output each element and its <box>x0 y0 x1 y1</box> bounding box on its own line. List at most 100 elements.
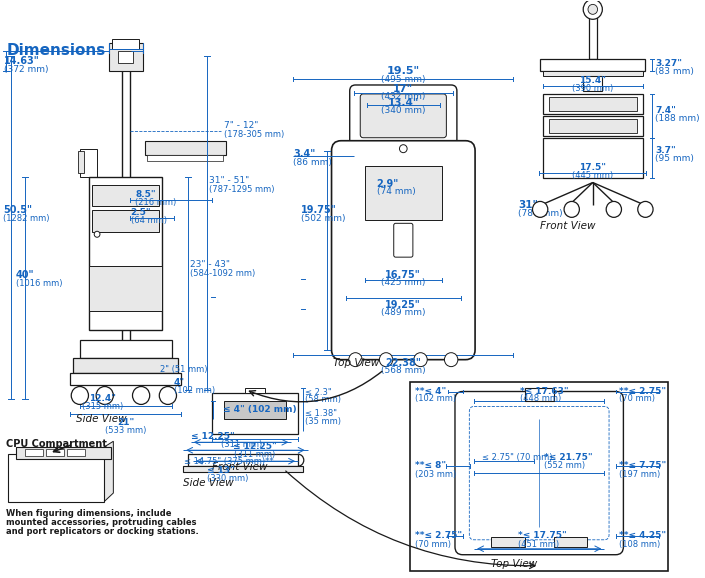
Circle shape <box>583 0 602 19</box>
Circle shape <box>444 353 458 366</box>
Text: 40": 40" <box>16 270 35 280</box>
FancyBboxPatch shape <box>331 140 475 360</box>
Text: Side View: Side View <box>183 478 234 488</box>
Text: Top View: Top View <box>491 559 538 569</box>
Text: (178-305 mm): (178-305 mm) <box>224 130 285 139</box>
Bar <box>398 140 408 161</box>
Bar <box>118 51 133 63</box>
Text: (502 mm): (502 mm) <box>301 214 345 223</box>
Text: 4": 4" <box>173 377 185 387</box>
Text: 50.5": 50.5" <box>4 205 32 216</box>
Bar <box>145 140 226 155</box>
Text: 3.4": 3.4" <box>293 149 316 159</box>
Text: (432 mm): (432 mm) <box>381 92 426 101</box>
Text: **≤ 2.75": **≤ 2.75" <box>618 387 666 395</box>
Bar <box>68 449 85 456</box>
Bar <box>92 210 159 232</box>
Text: (445 mm): (445 mm) <box>572 171 613 180</box>
Text: 13.4": 13.4" <box>388 98 419 108</box>
Bar <box>224 402 286 420</box>
Text: mounted accessories, protruding cables: mounted accessories, protruding cables <box>6 518 197 527</box>
Text: 14.63": 14.63" <box>4 56 40 66</box>
Bar <box>90 176 162 330</box>
Text: (86 mm): (86 mm) <box>293 158 332 166</box>
Text: (584-1092 mm): (584-1092 mm) <box>190 269 255 278</box>
Text: Front View: Front View <box>212 462 267 472</box>
Text: **≤ 4": **≤ 4" <box>415 387 446 395</box>
Text: (495 mm): (495 mm) <box>381 75 426 84</box>
Text: 16.75": 16.75" <box>386 270 421 280</box>
Circle shape <box>379 353 393 366</box>
Text: (58 mm): (58 mm) <box>305 395 341 405</box>
Bar <box>122 56 130 360</box>
Text: (787-1295 mm): (787-1295 mm) <box>209 184 274 194</box>
Text: ≤ 4" (102 mm): ≤ 4" (102 mm) <box>223 405 297 414</box>
Circle shape <box>588 5 598 14</box>
Circle shape <box>532 201 548 217</box>
Text: (315 mm): (315 mm) <box>82 402 123 412</box>
Bar <box>540 59 645 71</box>
Text: ≤ 1.38": ≤ 1.38" <box>305 409 337 418</box>
Circle shape <box>349 353 362 366</box>
Text: (74 mm): (74 mm) <box>376 187 415 197</box>
Text: (787 mm): (787 mm) <box>518 209 563 218</box>
Text: 7" - 12": 7" - 12" <box>224 121 259 130</box>
Bar <box>245 387 264 394</box>
Text: (64 mm): (64 mm) <box>130 216 166 225</box>
Text: (203 mm): (203 mm) <box>415 470 456 479</box>
Bar <box>543 71 642 76</box>
Text: 15.4": 15.4" <box>580 76 606 85</box>
Text: 8.5": 8.5" <box>135 191 156 199</box>
Bar <box>583 76 602 91</box>
Text: (83 mm): (83 mm) <box>655 67 694 76</box>
Bar <box>92 184 159 206</box>
Text: Top View: Top View <box>333 358 380 368</box>
Text: (330 mm): (330 mm) <box>207 474 248 483</box>
Bar <box>70 373 181 384</box>
Bar <box>16 447 111 459</box>
Bar <box>491 537 525 547</box>
Text: ≤ 12.25": ≤ 12.25" <box>233 442 277 451</box>
Circle shape <box>71 387 88 405</box>
Text: 22.38": 22.38" <box>386 358 422 368</box>
Text: (489 mm): (489 mm) <box>381 308 426 317</box>
Bar <box>80 149 97 176</box>
Bar <box>8 454 104 502</box>
Bar <box>188 454 298 466</box>
Bar <box>589 9 596 59</box>
Text: When figuring dimensions, include: When figuring dimensions, include <box>6 509 172 518</box>
Text: **≤ 4.25": **≤ 4.25" <box>618 531 666 540</box>
Bar <box>553 537 587 547</box>
Circle shape <box>564 201 580 217</box>
FancyBboxPatch shape <box>350 85 457 147</box>
Bar <box>47 449 63 456</box>
Bar <box>80 340 172 358</box>
Text: (448 mm): (448 mm) <box>520 395 561 403</box>
Text: 3.7": 3.7" <box>655 146 675 155</box>
Text: Dimensions: Dimensions <box>6 43 106 58</box>
Text: ≤ 2.3": ≤ 2.3" <box>305 387 331 397</box>
Text: 31": 31" <box>518 201 538 210</box>
Circle shape <box>400 144 407 153</box>
Text: 3.27": 3.27" <box>655 59 682 68</box>
Text: 21": 21" <box>117 418 135 427</box>
Bar <box>543 94 642 114</box>
FancyBboxPatch shape <box>393 223 413 257</box>
Text: (451 mm): (451 mm) <box>518 540 559 549</box>
Text: CPU Compartment: CPU Compartment <box>6 439 107 449</box>
Text: (372 mm): (372 mm) <box>4 65 49 74</box>
Text: 17": 17" <box>393 84 413 94</box>
Text: (1282 mm): (1282 mm) <box>4 214 50 223</box>
Text: ≤ 13": ≤ 13" <box>207 466 235 475</box>
Text: (95 mm): (95 mm) <box>655 154 694 162</box>
Text: and port replicators or docking stations.: and port replicators or docking stations… <box>6 527 199 536</box>
Text: **≤ 2.75": **≤ 2.75" <box>415 531 462 540</box>
Text: 17.5": 17.5" <box>580 162 606 172</box>
Bar <box>147 155 223 161</box>
Circle shape <box>94 231 100 237</box>
Circle shape <box>96 387 114 405</box>
Text: 31" - 51": 31" - 51" <box>209 176 250 184</box>
Bar <box>109 43 143 71</box>
Text: (35 mm): (35 mm) <box>305 417 341 427</box>
Bar <box>548 97 637 111</box>
